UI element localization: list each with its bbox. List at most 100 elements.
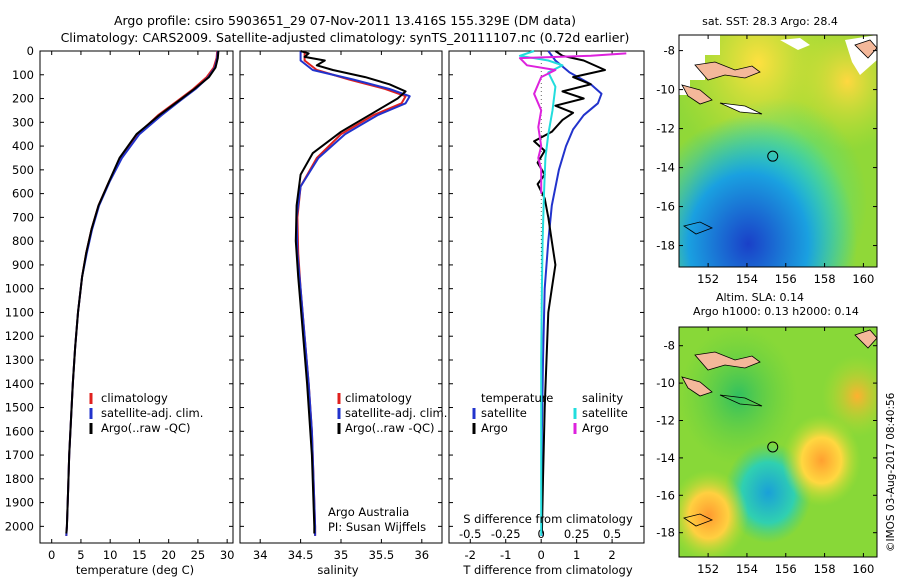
- salinity-legend: climatology satellite-adj. clim. Argo(..…: [337, 391, 447, 435]
- y-tick-label: 1700: [5, 448, 34, 462]
- difference-legend: temperature satellite Argo salinity sate…: [472, 391, 628, 435]
- lat-tick-label: -18: [656, 526, 675, 540]
- y-tick-label: 2000: [5, 519, 34, 533]
- x-tick-label: 35.5: [369, 548, 395, 562]
- x-tick-label: 30: [220, 548, 235, 562]
- y-tick-label: 300: [12, 115, 34, 129]
- legend-climatology: climatology: [101, 391, 168, 405]
- salinity-xlabel: salinity: [317, 563, 358, 577]
- x-tick-label: 36: [414, 548, 429, 562]
- series-salinity-argo: [518, 52, 627, 194]
- x-tick-label: 2: [608, 548, 615, 562]
- s-tick-label: -0.5: [459, 527, 481, 541]
- sst-map-axes: -8 -10 -12 -14 -16 -18 152 154 156 158 160: [656, 35, 877, 286]
- lon-tick-label: 156: [775, 272, 797, 286]
- lon-tick-label: 156: [775, 562, 797, 576]
- y-tick-label: 1100: [5, 305, 34, 319]
- y-tick-label: 1400: [5, 377, 34, 391]
- series-argo: [65, 50, 220, 534]
- salinity-annotation-1: Argo Australia: [328, 505, 409, 519]
- x-tick-label: 0: [538, 548, 545, 562]
- lat-tick-label: -8: [664, 339, 675, 353]
- lat-tick-label: -14: [656, 161, 675, 175]
- x-tick-label: -1: [500, 548, 511, 562]
- s-tick-label: -0.25: [491, 527, 521, 541]
- x-tick-label: 1: [573, 548, 580, 562]
- temperature-panel: 0100200300400500600700800900100011001200…: [5, 44, 235, 562]
- legend-temperature-title: temperature: [481, 391, 553, 405]
- salinity-panel: 34 34.5 35 35.5 36: [239, 50, 443, 562]
- x-tick-label: 15: [132, 548, 147, 562]
- sla-float-marker: [767, 441, 779, 453]
- legend-s-satellite: satellite: [582, 406, 628, 420]
- sla-map: -8 -10 -12 -14 -16 -18 152 154 156 158 160: [656, 326, 878, 576]
- x-tick-label: 34: [253, 548, 268, 562]
- lat-tick-label: -10: [656, 376, 675, 390]
- legend-s-argo: Argo: [582, 421, 609, 435]
- y-tick-label: 700: [12, 210, 34, 224]
- x-tick-label: 35: [334, 548, 349, 562]
- s-diff-xlabel: S difference from climatology: [463, 512, 633, 526]
- y-tick-label: 1000: [5, 282, 34, 296]
- y-tick-label: 500: [12, 163, 34, 177]
- y-tick-label: 1900: [5, 496, 34, 510]
- y-tick-label: 600: [12, 187, 34, 201]
- plot-frame: [239, 50, 443, 544]
- sst-map: -8 -10 -12 -14 -16 -18 152 154 156 158 160: [656, 34, 878, 286]
- footer-credit: ©IMOS 03-Aug-2017 08:40:56: [885, 392, 897, 552]
- sla-map-title-1: Altim. SLA: 0.14: [716, 291, 804, 304]
- lat-tick-label: -10: [656, 83, 675, 97]
- legend-climatology: climatology: [345, 391, 412, 405]
- y-tick-label: 200: [12, 92, 34, 106]
- sla-map-axes: -8 -10 -12 -14 -16 -18 152 154 156 158 160: [656, 327, 877, 576]
- x-tick-label: 20: [161, 548, 176, 562]
- lon-tick-label: 154: [736, 562, 758, 576]
- y-tick-label: 1500: [5, 401, 34, 415]
- legend-satellite-adj: satellite-adj. clim.: [345, 406, 447, 420]
- lat-tick-label: -12: [656, 413, 675, 427]
- lon-tick-label: 160: [852, 562, 874, 576]
- sst-map-title: sat. SST: 28.3 Argo: 28.4: [702, 15, 838, 28]
- lat-tick-label: -8: [664, 44, 675, 58]
- x-tick-label: 10: [103, 548, 118, 562]
- legend-argo: Argo(..raw -QC): [345, 421, 435, 435]
- lon-tick-label: 160: [852, 272, 874, 286]
- difference-panel: -2 -1 0 1 2-0.5 -0.25 0 0.25 0.5: [448, 50, 645, 562]
- legend-argo: Argo(..raw -QC): [101, 421, 191, 435]
- x-tick-label: 25: [191, 548, 206, 562]
- lat-tick-label: -16: [656, 200, 675, 214]
- y-tick-label: 900: [12, 258, 34, 272]
- y-tick-label: 1200: [5, 329, 34, 343]
- legend-t-satellite: satellite: [481, 406, 527, 420]
- x-tick-label: -2: [465, 548, 476, 562]
- y-tick-label: 0: [27, 44, 34, 58]
- lat-tick-label: -16: [656, 488, 675, 502]
- x-tick-label: 5: [77, 548, 84, 562]
- title-line-2: Climatology: CARS2009. Satellite-adjuste…: [61, 30, 630, 45]
- sla-map-title-2: Argo h1000: 0.13 h2000: 0.14: [693, 305, 859, 318]
- lat-tick-label: -18: [656, 239, 675, 253]
- lon-tick-label: 158: [814, 562, 836, 576]
- y-tick-label: 1800: [5, 472, 34, 486]
- sst-float-marker: [767, 150, 779, 162]
- y-tick-label: 1300: [5, 353, 34, 367]
- s-tick-label: 0.25: [564, 527, 590, 541]
- x-tick-label: 0: [48, 548, 55, 562]
- lon-tick-label: 154: [736, 272, 758, 286]
- series-satellite: [295, 51, 411, 536]
- x-tick-label: 34.5: [288, 548, 314, 562]
- t-diff-xlabel: T difference from climatology: [462, 563, 633, 577]
- y-tick-label: 800: [12, 234, 34, 248]
- series-temperature-satellite: [540, 50, 603, 536]
- series-argo: [294, 50, 407, 534]
- series-temperature-argo: [533, 50, 606, 534]
- legend-satellite-adj: satellite-adj. clim.: [101, 406, 203, 420]
- title-line-1: Argo profile: csiro 5903651_29 07-Nov-20…: [114, 13, 576, 28]
- lat-tick-label: -12: [656, 122, 675, 136]
- s-tick-label: 0.5: [603, 527, 621, 541]
- y-tick-label: 1600: [5, 424, 34, 438]
- plot-frame: [448, 50, 645, 544]
- legend-t-argo: Argo: [481, 421, 508, 435]
- series-salinity-satellite: [518, 50, 564, 536]
